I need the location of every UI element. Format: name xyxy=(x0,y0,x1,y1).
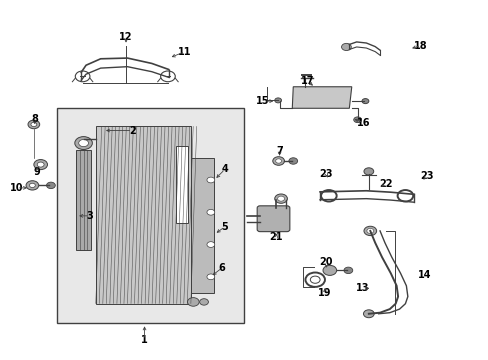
Circle shape xyxy=(272,157,284,165)
Text: 2: 2 xyxy=(129,126,136,135)
Text: 19: 19 xyxy=(318,288,331,298)
Circle shape xyxy=(206,274,214,280)
Circle shape xyxy=(46,182,55,189)
FancyBboxPatch shape xyxy=(257,206,289,231)
Text: 5: 5 xyxy=(221,222,228,231)
Text: 23: 23 xyxy=(319,169,332,179)
Circle shape xyxy=(199,299,208,305)
Text: 9: 9 xyxy=(34,167,41,177)
Text: 12: 12 xyxy=(119,32,132,41)
Circle shape xyxy=(343,267,352,274)
Circle shape xyxy=(288,158,297,164)
Text: 11: 11 xyxy=(178,46,191,57)
Bar xyxy=(57,108,244,323)
Text: 18: 18 xyxy=(413,41,427,50)
Circle shape xyxy=(341,43,350,50)
Text: 14: 14 xyxy=(417,270,431,280)
Text: 6: 6 xyxy=(218,263,225,273)
Text: 8: 8 xyxy=(31,114,38,124)
Circle shape xyxy=(26,181,39,190)
Text: 15: 15 xyxy=(256,96,269,106)
Text: 21: 21 xyxy=(269,232,283,242)
Circle shape xyxy=(323,265,336,275)
Circle shape xyxy=(34,159,47,170)
Circle shape xyxy=(187,298,199,306)
Circle shape xyxy=(274,194,287,203)
Circle shape xyxy=(275,159,281,163)
Text: 16: 16 xyxy=(357,118,370,128)
Circle shape xyxy=(29,183,35,188)
Bar xyxy=(190,158,214,293)
Circle shape xyxy=(79,139,88,147)
Bar xyxy=(76,149,91,250)
Circle shape xyxy=(277,196,284,201)
Circle shape xyxy=(361,99,368,104)
Circle shape xyxy=(274,98,281,103)
Circle shape xyxy=(75,136,92,149)
Bar xyxy=(176,146,188,223)
Circle shape xyxy=(28,120,40,129)
Text: 10: 10 xyxy=(10,183,23,193)
Text: 3: 3 xyxy=(86,211,93,221)
Circle shape xyxy=(366,228,373,233)
Circle shape xyxy=(206,210,214,215)
Text: 7: 7 xyxy=(276,146,283,156)
Text: 22: 22 xyxy=(378,179,392,189)
Circle shape xyxy=(363,168,373,175)
Text: 20: 20 xyxy=(319,257,332,267)
Text: 1: 1 xyxy=(141,335,147,345)
Circle shape xyxy=(31,122,37,127)
Text: 13: 13 xyxy=(355,283,368,293)
Circle shape xyxy=(206,242,214,247)
Polygon shape xyxy=(292,87,351,108)
Circle shape xyxy=(363,310,373,318)
Text: 17: 17 xyxy=(301,76,314,86)
Circle shape xyxy=(353,117,361,123)
Circle shape xyxy=(363,226,376,235)
Circle shape xyxy=(206,177,214,183)
Text: 4: 4 xyxy=(221,164,228,174)
Bar xyxy=(96,126,190,304)
Circle shape xyxy=(37,162,44,167)
Text: 23: 23 xyxy=(419,171,433,181)
